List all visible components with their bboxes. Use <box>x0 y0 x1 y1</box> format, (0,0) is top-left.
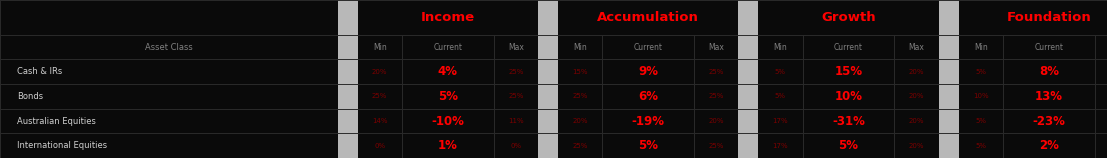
Text: 8%: 8% <box>1038 65 1059 78</box>
Text: 5%: 5% <box>975 118 986 124</box>
Text: 0%: 0% <box>510 143 521 149</box>
Text: 20%: 20% <box>708 118 724 124</box>
Text: 6%: 6% <box>638 90 659 103</box>
Text: Accumulation: Accumulation <box>597 11 700 24</box>
Text: 17%: 17% <box>773 143 788 149</box>
Text: 5%: 5% <box>775 69 786 75</box>
Text: 5%: 5% <box>975 143 986 149</box>
Text: Foundation: Foundation <box>1006 11 1092 24</box>
Text: Max: Max <box>508 43 524 52</box>
Text: -19%: -19% <box>632 115 664 128</box>
Text: Max: Max <box>909 43 924 52</box>
Text: 25%: 25% <box>372 93 387 99</box>
Text: 25%: 25% <box>708 143 724 149</box>
Text: 20%: 20% <box>909 69 924 75</box>
Text: 13%: 13% <box>1035 90 1063 103</box>
Bar <box>338 0 358 158</box>
Text: 20%: 20% <box>909 93 924 99</box>
Text: Min: Min <box>974 43 987 52</box>
Text: Income: Income <box>421 11 475 24</box>
Text: 20%: 20% <box>909 118 924 124</box>
Bar <box>538 0 558 158</box>
Text: 11%: 11% <box>508 118 524 124</box>
Text: Min: Min <box>373 43 386 52</box>
Text: Max: Max <box>708 43 724 52</box>
Text: Current: Current <box>433 43 463 52</box>
Text: 10%: 10% <box>973 93 989 99</box>
Text: 5%: 5% <box>638 139 659 152</box>
Text: -10%: -10% <box>432 115 464 128</box>
Text: 5%: 5% <box>838 139 859 152</box>
Text: 4%: 4% <box>437 65 458 78</box>
Text: 15%: 15% <box>835 65 862 78</box>
Text: 20%: 20% <box>372 69 387 75</box>
Text: 17%: 17% <box>773 118 788 124</box>
Text: 25%: 25% <box>572 143 588 149</box>
Text: 14%: 14% <box>372 118 387 124</box>
Text: Cash & IRs: Cash & IRs <box>17 67 62 76</box>
Text: 25%: 25% <box>708 93 724 99</box>
Text: Current: Current <box>1034 43 1064 52</box>
Text: Current: Current <box>834 43 863 52</box>
Text: 10%: 10% <box>835 90 862 103</box>
Text: Growth: Growth <box>821 11 876 24</box>
Text: Australian Equities: Australian Equities <box>17 117 96 125</box>
Text: 25%: 25% <box>708 69 724 75</box>
Text: 2%: 2% <box>1039 139 1058 152</box>
Text: 25%: 25% <box>572 93 588 99</box>
Text: 0%: 0% <box>374 143 385 149</box>
Text: 5%: 5% <box>437 90 458 103</box>
Text: 5%: 5% <box>775 93 786 99</box>
Bar <box>738 0 758 158</box>
Text: 20%: 20% <box>572 118 588 124</box>
Text: Bonds: Bonds <box>17 92 43 101</box>
Text: 5%: 5% <box>975 69 986 75</box>
Text: -23%: -23% <box>1033 115 1065 128</box>
Text: 25%: 25% <box>508 69 524 75</box>
Text: Min: Min <box>774 43 787 52</box>
Text: -31%: -31% <box>832 115 865 128</box>
Text: International Equities: International Equities <box>17 141 107 150</box>
Text: 25%: 25% <box>508 93 524 99</box>
Text: 15%: 15% <box>572 69 588 75</box>
Text: 9%: 9% <box>638 65 659 78</box>
Text: 1%: 1% <box>438 139 457 152</box>
Text: 20%: 20% <box>909 143 924 149</box>
Text: Current: Current <box>633 43 663 52</box>
Text: Asset Class: Asset Class <box>145 43 193 52</box>
Bar <box>939 0 959 158</box>
Text: Min: Min <box>573 43 587 52</box>
